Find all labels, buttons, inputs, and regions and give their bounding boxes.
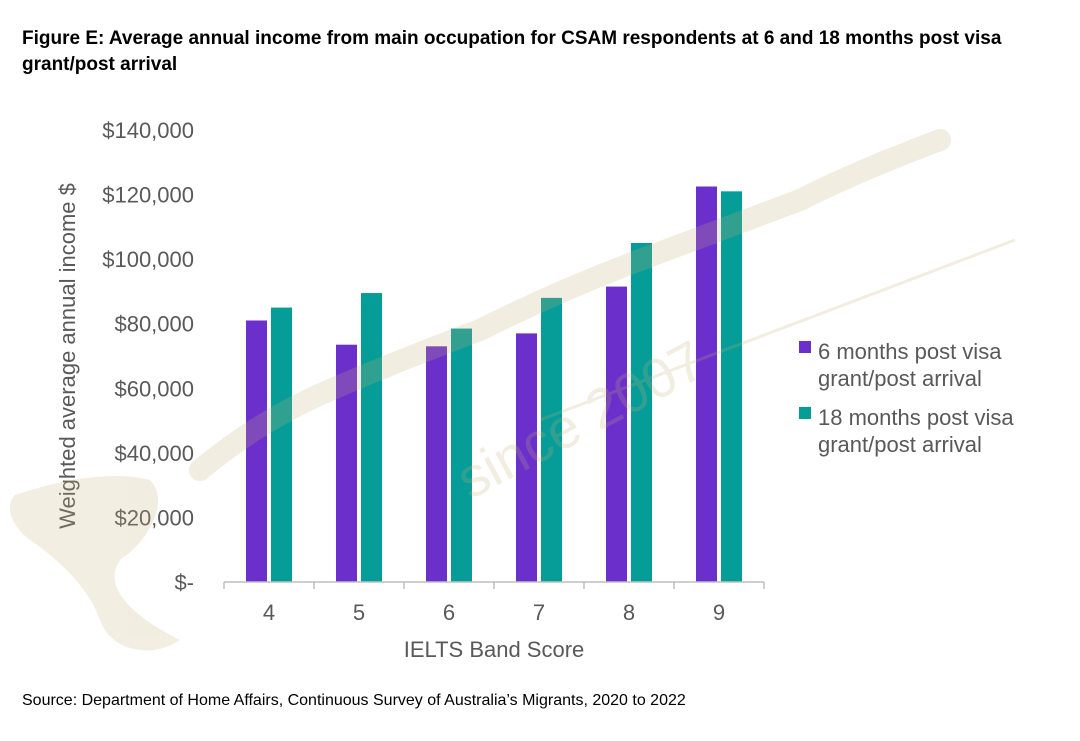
bar-6-months-8 bbox=[606, 286, 627, 582]
bar-6-months-4 bbox=[246, 320, 267, 582]
y-axis-label: Weighted average annual income $ bbox=[55, 183, 80, 529]
y-tick-label: $100,000 bbox=[102, 247, 194, 272]
x-tick-label: 4 bbox=[263, 600, 275, 625]
legend-label-18-months: 18 months post visa bbox=[818, 405, 1014, 430]
x-tick-label: 6 bbox=[443, 600, 455, 625]
legend-label-6-months: grant/post arrival bbox=[818, 366, 982, 391]
legend-label-18-months: grant/post arrival bbox=[818, 432, 982, 457]
bar-6-months-9 bbox=[696, 186, 717, 582]
y-tick-label: $20,000 bbox=[114, 505, 194, 530]
y-tick-label: $140,000 bbox=[102, 118, 194, 143]
bar-6-months-7 bbox=[516, 333, 537, 582]
chart-title: Figure E: Average annual income from mai… bbox=[22, 28, 1002, 75]
y-tick-label: $- bbox=[174, 570, 194, 595]
legend-swatch-18-months bbox=[799, 407, 811, 419]
bar-18-months-5 bbox=[361, 293, 382, 582]
bar-18-months-4 bbox=[271, 307, 292, 582]
bar-18-months-8 bbox=[631, 243, 652, 582]
x-tick-label: 7 bbox=[533, 600, 545, 625]
x-tick-label: 8 bbox=[623, 600, 635, 625]
x-axis-label: IELTS Band Score bbox=[404, 637, 585, 662]
y-tick-label: $120,000 bbox=[102, 183, 194, 208]
bar-18-months-7 bbox=[541, 297, 562, 582]
x-tick-label: 9 bbox=[713, 600, 725, 625]
source-note: Source: Department of Home Affairs, Cont… bbox=[22, 692, 686, 709]
legend-swatch-6-months bbox=[799, 341, 811, 353]
y-tick-label: $60,000 bbox=[114, 376, 194, 401]
bar-18-months-9 bbox=[721, 191, 742, 583]
y-tick-label: $80,000 bbox=[114, 312, 194, 337]
bar-6-months-5 bbox=[336, 344, 357, 582]
bar-18-months-6 bbox=[451, 328, 472, 582]
y-tick-label: $40,000 bbox=[114, 441, 194, 466]
x-tick-label: 5 bbox=[353, 600, 365, 625]
bar-6-months-6 bbox=[426, 346, 447, 582]
legend-label-6-months: 6 months post visa bbox=[818, 339, 1002, 364]
